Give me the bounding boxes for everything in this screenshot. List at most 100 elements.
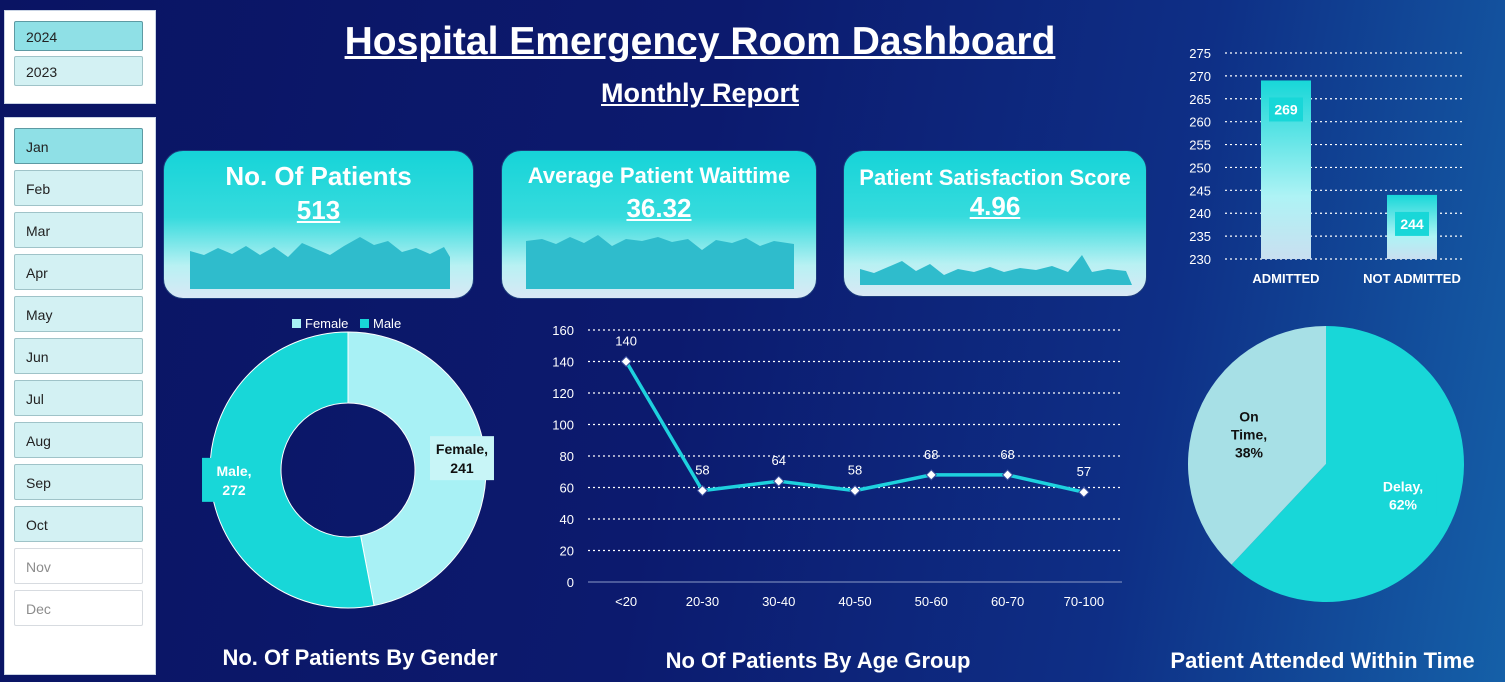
month-option-nov[interactable]: Nov [14, 548, 143, 584]
pie-label-box [1368, 472, 1437, 517]
kpi-satisfaction-label: Patient Satisfaction Score [859, 165, 1131, 190]
line-x-tick: 40-50 [838, 594, 871, 609]
donut-label-name: Female, [436, 441, 488, 457]
age-chart-caption: No Of Patients By Age Group [665, 648, 971, 673]
bar-y-tick: 230 [1189, 252, 1211, 267]
bar-y-tick: 245 [1189, 183, 1211, 198]
line-x-tick: 30-40 [762, 594, 795, 609]
month-option-mar[interactable]: Mar [14, 212, 143, 248]
month-option-jan[interactable]: Jan [14, 128, 143, 164]
line-point [773, 475, 785, 487]
pie-label-delay: Delay, 62% [1368, 472, 1437, 517]
month-option-may[interactable]: May [14, 296, 143, 332]
attended-pie-chart: Delay, 62% On Time, 38% [1188, 326, 1464, 602]
month-option-oct[interactable]: Oct [14, 506, 143, 542]
gender-chart-caption: No. Of Patients By Gender [222, 645, 498, 670]
bar-y-tick: 275 [1189, 46, 1211, 61]
line-data-label: 140 [615, 334, 637, 349]
kpi-wait-spark-area [526, 235, 794, 289]
line-y-tick: 160 [552, 323, 574, 338]
kpi-card-satisfaction: Patient Satisfaction Score 4.96 [843, 150, 1147, 297]
year-option-2023[interactable]: 2023 [14, 56, 143, 86]
pie-label-text: Delay, [1383, 478, 1423, 494]
pie-label-text: Time, [1231, 427, 1267, 443]
donut-slice-male [209, 331, 375, 609]
line-x-tick: <20 [615, 594, 637, 609]
year-slicer: 2024 2023 [4, 10, 156, 104]
line-data-label: 57 [1077, 464, 1091, 479]
bar-y-tick: 270 [1189, 69, 1211, 84]
kpi-patients-label: No. Of Patients [225, 161, 412, 191]
donut-label-value: 241 [450, 460, 474, 476]
bar-y-tick: 260 [1189, 115, 1211, 130]
line-point [620, 355, 632, 368]
year-option-2024[interactable]: 2024 [14, 21, 143, 51]
line-x-tick: 20-30 [686, 594, 719, 609]
kpi-patients-sparkline [190, 237, 450, 289]
legend-swatch-male [360, 319, 369, 328]
bar-category-label: ADMITTED [1252, 271, 1319, 286]
line-data-label: 64 [771, 453, 785, 468]
line-y-tick: 0 [567, 575, 574, 590]
kpi-satisfaction-sparkline [860, 255, 1132, 285]
line-y-tick: 20 [560, 544, 574, 559]
line-y-tick: 40 [560, 512, 574, 527]
legend-label-female: Female [305, 316, 348, 331]
month-slicer: Jan Feb Mar Apr May Jun Jul Aug Sep Oct Nov Dec [4, 117, 156, 675]
line-x-tick: 60-70 [991, 594, 1024, 609]
kpi-card-wait: Average Patient Waittime 36.32 [501, 150, 817, 299]
legend-swatch-female [292, 319, 301, 328]
kpi-wait-sparkline [526, 235, 794, 289]
month-option-sep[interactable]: Sep [14, 464, 143, 500]
dashboard-title: Hospital Emergency Room Dashboard [344, 20, 1056, 63]
dashboard-subtitle: Monthly Report [601, 78, 799, 108]
pie-label-text: On [1239, 409, 1258, 425]
line-y-tick: 120 [552, 386, 574, 401]
month-option-apr[interactable]: Apr [14, 254, 143, 290]
legend-label-male: Male [373, 316, 401, 331]
donut-label-box [429, 436, 494, 481]
line-y-tick: 60 [560, 481, 574, 496]
kpi-patients-spark-area [190, 237, 450, 289]
bar-y-tick: 240 [1189, 206, 1211, 221]
line-data-label: 68 [924, 447, 938, 462]
line-x-tick: 70-100 [1064, 594, 1104, 609]
pie-label-text: 38% [1235, 445, 1264, 461]
donut-slice-female [347, 331, 487, 607]
line-data-label: 58 [695, 463, 709, 478]
bar-label-box [1395, 211, 1429, 236]
line-point [696, 484, 709, 497]
kpi-wait-label: Average Patient Waittime [527, 163, 791, 188]
line-data-label: 58 [848, 463, 862, 478]
month-option-aug[interactable]: Aug [14, 422, 143, 458]
month-option-feb[interactable]: Feb [14, 170, 143, 206]
pie-label-box [1215, 402, 1284, 465]
line-y-tick: 80 [560, 449, 574, 464]
bar-y-tick: 250 [1189, 160, 1211, 175]
line-point [1078, 486, 1090, 498]
pie-label-on-time: On Time, 38% [1215, 402, 1284, 465]
pie-slice-delay [1231, 326, 1464, 602]
bar-data-label: 244 [1400, 216, 1424, 232]
bar-y-tick: 265 [1189, 92, 1211, 107]
line-point [849, 484, 861, 497]
month-option-dec[interactable]: Dec [14, 590, 143, 626]
line-data-label: 68 [1000, 447, 1014, 462]
age-group-line-chart: 0 20 40 60 80 100 120 140 160 140 <20 58 20-30 64 30-4… [552, 323, 1122, 609]
month-option-jun[interactable]: Jun [14, 338, 143, 374]
admission-bar-chart: 230 235 240 245 250 255 260 265 270 275 269 ADMITTE… [1189, 46, 1465, 286]
bar-label-box [1269, 97, 1303, 122]
line-point [925, 469, 937, 481]
pie-label-text: 62% [1389, 496, 1418, 512]
donut-label-male: Male, 272 [202, 457, 267, 502]
kpi-satisfaction-value: 4.96 [969, 191, 1021, 221]
donut-label-box [202, 457, 267, 502]
donut-label-value: 272 [222, 482, 246, 498]
month-option-jul[interactable]: Jul [14, 380, 143, 416]
gender-donut-chart: Female Male Female, 241 Male, 272 [202, 316, 494, 609]
line-point [1001, 469, 1014, 481]
kpi-patients-value: 513 [296, 195, 341, 225]
kpi-wait-value: 36.32 [626, 193, 692, 223]
line-x-tick: 50-60 [915, 594, 948, 609]
donut-label-female: Female, 241 [429, 436, 494, 481]
